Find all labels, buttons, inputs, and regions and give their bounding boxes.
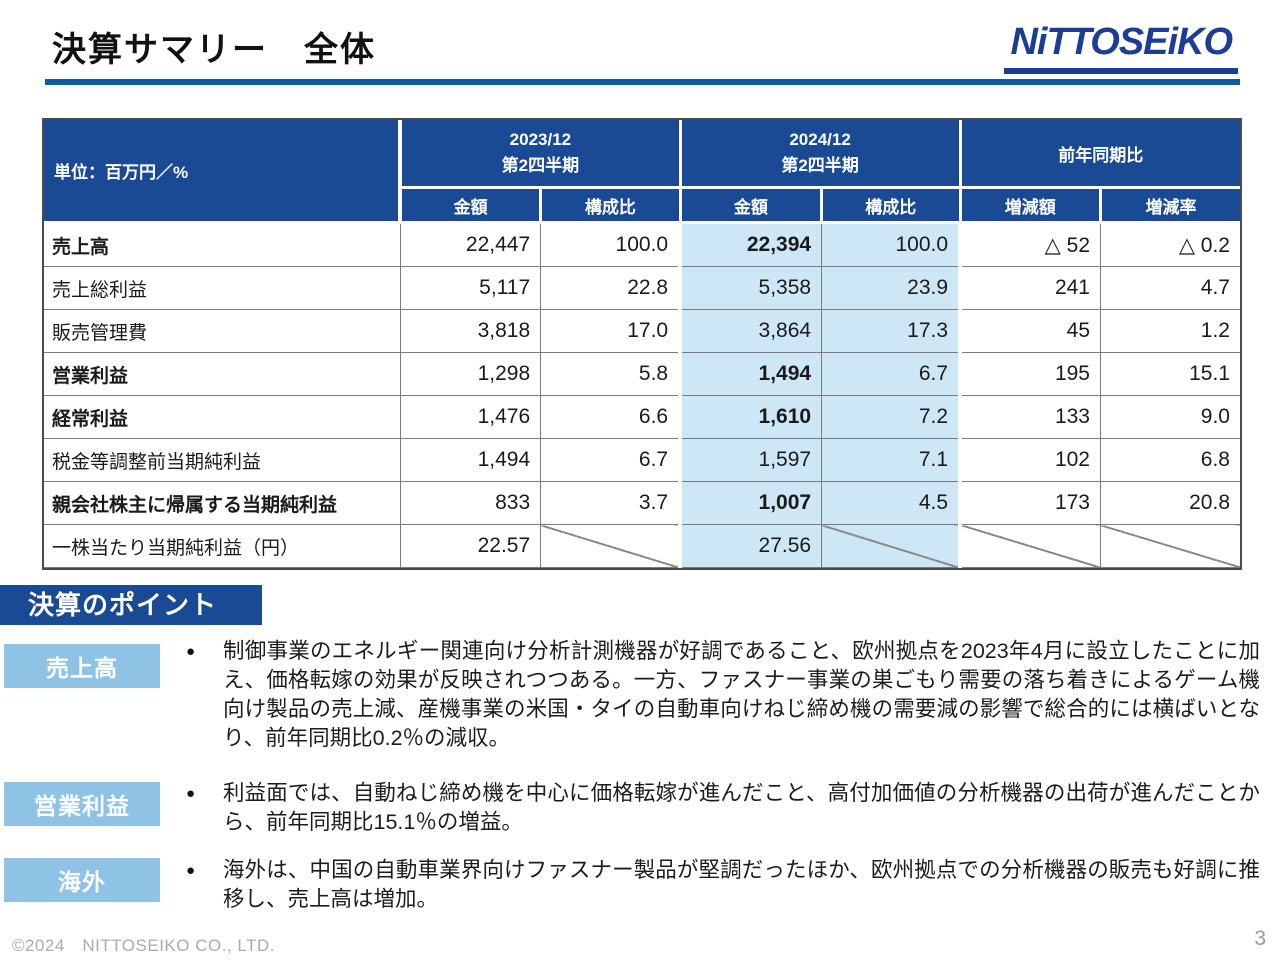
value-cell: 1,610	[678, 395, 823, 439]
value-cell: 5,117	[399, 266, 542, 310]
value-cell: 9.0	[1100, 395, 1240, 439]
value-cell: 1,298	[399, 352, 542, 396]
company-logo-text: NiTTOSEiKO	[1010, 21, 1233, 63]
value-cell: 4.5	[821, 481, 961, 525]
value-cell: 3,864	[678, 309, 823, 353]
value-cell: 4.7	[1100, 266, 1240, 310]
title-underline	[45, 79, 1240, 85]
table-row: 販売管理費 3,818 17.0 3,864 17.3 45 1.2	[44, 309, 1240, 353]
financial-summary-table: 単位：百万円／% 2023/12 第2四半期 2024/12 第2四半期 前年同…	[42, 118, 1242, 570]
row-label: 営業利益	[44, 352, 401, 396]
table-row: 税金等調整前当期純利益 1,494 6.7 1,597 7.1 102 6.8	[44, 438, 1240, 482]
value-cell: 6.8	[1100, 438, 1240, 482]
quarter-2024: 第2四半期	[781, 156, 859, 175]
row-label: 販売管理費	[44, 309, 401, 353]
quarter-2023: 第2四半期	[501, 156, 580, 175]
col-header-amount-2023: 金額	[398, 186, 543, 224]
value-cell: 1,494	[399, 438, 542, 482]
value-cell: 45	[958, 309, 1102, 353]
value-cell: 17.0	[540, 309, 681, 353]
value-cell	[540, 524, 681, 568]
table-row: 売上総利益 5,117 22.8 5,358 23.9 241 4.7	[44, 266, 1240, 310]
col-group-2023: 2023/12 第2四半期	[398, 120, 682, 189]
table-row: 一株当たり当期純利益（円） 22.57 27.56	[44, 524, 1240, 568]
value-cell: 6.7	[540, 438, 681, 482]
value-cell: 3.7	[540, 481, 681, 525]
value-cell: 15.1	[1100, 352, 1240, 396]
point-operating-income-text: 利益面では、自動ねじ締め機を中心に価格転嫁が進んだこと、高付加価値の分析機器の出…	[223, 781, 1260, 834]
value-cell: 22.8	[540, 266, 681, 310]
value-cell: 17.3	[821, 309, 961, 353]
row-label: 経常利益	[44, 395, 401, 439]
table-row: 売上高 22,447 100.0 22,394 100.0 △ 52 △ 0.2	[44, 222, 1240, 267]
value-cell: 1,476	[399, 395, 542, 439]
row-label: 売上総利益	[44, 266, 401, 310]
value-cell: 6.7	[821, 352, 961, 396]
value-cell: 133	[958, 395, 1102, 439]
value-cell: 22.57	[399, 524, 542, 568]
value-cell	[958, 524, 1102, 568]
table-row: 経常利益 1,476 6.6 1,610 7.2 133 9.0	[44, 395, 1240, 439]
value-cell: 7.2	[821, 395, 961, 439]
value-cell: 100.0	[821, 222, 961, 267]
points-heading: 決算のポイント	[0, 585, 262, 625]
value-cell: 7.1	[821, 438, 961, 482]
point-label-operating-income: 営業利益	[4, 782, 160, 826]
table-row: 親会社株主に帰属する当期純利益 833 3.7 1,007 4.5 173 20.8	[44, 481, 1240, 525]
footer-copyright: ©2024 NITTOSEIKO CO., LTD.	[12, 936, 275, 955]
value-cell: 5,358	[678, 266, 823, 310]
table-body: 売上高 22,447 100.0 22,394 100.0 △ 52 △ 0.2 売上総利益 5…	[44, 222, 1240, 568]
page-title: 決算サマリー 全体	[52, 31, 376, 69]
point-sales: ● 制御事業のエネルギー関連向け分析計測機器が好調であること、欧州拠点を2023…	[186, 637, 1260, 753]
point-sales-text: 制御事業のエネルギー関連向け分析計測機器が好調であること、欧州拠点を2023年4…	[223, 639, 1260, 750]
value-cell: 100.0	[540, 222, 681, 267]
value-cell: 27.56	[678, 524, 823, 568]
value-cell: 6.6	[540, 395, 681, 439]
table-row: 営業利益 1,298 5.8 1,494 6.7 195 15.1	[44, 352, 1240, 396]
company-logo: NiTTOSEiKO	[1004, 20, 1238, 74]
value-cell: 1.2	[1100, 309, 1240, 353]
value-cell: 22,447	[399, 222, 542, 267]
point-operating-income: ● 利益面では、自動ねじ締め機を中心に価格転嫁が進んだこと、高付加価値の分析機器…	[186, 779, 1260, 837]
value-cell: 102	[958, 438, 1102, 482]
bullet-icon: ●	[186, 785, 196, 802]
value-cell: 833	[399, 481, 542, 525]
point-overseas: ● 海外は、中国の自動車業界向けファスナー製品が堅調だったほか、欧州拠点での分析…	[186, 856, 1260, 914]
value-cell: 195	[958, 352, 1102, 396]
value-cell: 1,597	[678, 438, 823, 482]
point-overseas-text: 海外は、中国の自動車業界向けファスナー製品が堅調だったほか、欧州拠点での分析機器…	[223, 858, 1260, 911]
value-cell: 23.9	[821, 266, 961, 310]
value-cell: 22,394	[678, 222, 823, 267]
value-cell: 173	[958, 481, 1102, 525]
row-label: 税金等調整前当期純利益	[44, 438, 401, 482]
value-cell: △ 52	[958, 222, 1102, 267]
value-cell	[1100, 524, 1240, 568]
value-cell: 3,818	[399, 309, 542, 353]
col-group-yoy: 前年同期比	[958, 120, 1240, 189]
value-cell: △ 0.2	[1100, 222, 1240, 267]
row-label: 一株当たり当期純利益（円）	[44, 524, 401, 568]
value-cell: 241	[958, 266, 1102, 310]
col-header-ratio-2024: 構成比	[820, 186, 962, 224]
bullet-icon: ●	[186, 643, 196, 660]
table-unit-label: 単位：百万円／%	[44, 120, 403, 224]
period-2024: 2024/12	[789, 130, 851, 149]
page-number: 3	[1254, 927, 1266, 950]
point-label-overseas: 海外	[4, 858, 160, 902]
value-cell: 5.8	[540, 352, 681, 396]
col-header-yoy-amount: 増減額	[958, 186, 1103, 224]
point-label-sales: 売上高	[4, 644, 160, 688]
row-label: 親会社株主に帰属する当期純利益	[44, 481, 401, 525]
period-2023: 2023/12	[509, 130, 572, 149]
value-cell: 20.8	[1100, 481, 1240, 525]
col-group-2024: 2024/12 第2四半期	[678, 120, 962, 189]
col-header-yoy-rate: 増減率	[1099, 186, 1240, 224]
row-label: 売上高	[44, 222, 401, 267]
value-cell: 1,007	[678, 481, 823, 525]
value-cell	[821, 524, 961, 568]
bullet-icon: ●	[186, 862, 196, 879]
col-header-ratio-2023: 構成比	[539, 186, 682, 224]
value-cell: 1,494	[678, 352, 823, 396]
col-header-amount-2024: 金額	[678, 186, 824, 224]
